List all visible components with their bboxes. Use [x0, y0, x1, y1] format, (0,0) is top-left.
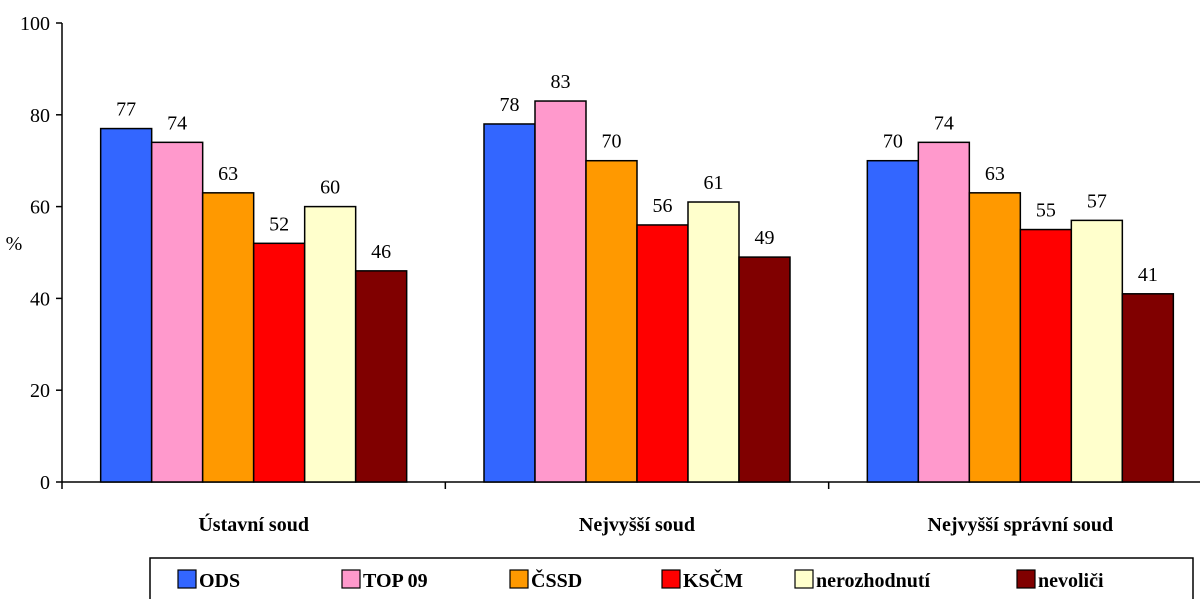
y-tick-label: 20 [30, 380, 50, 402]
y-tick-label: 100 [20, 13, 50, 35]
bar [738, 256, 791, 483]
data-label: 61 [704, 172, 724, 194]
bar [636, 224, 689, 483]
legend: ODS TOP 09 ČSSD KSČM nerozhodnutí nevoliči [149, 557, 1194, 599]
bars [99, 100, 1175, 483]
data-label: 63 [985, 163, 1005, 185]
axes: 0 20 40 60 80 100 Ústavní soud Nejvyšší soud Nej… [20, 13, 1200, 536]
bar [585, 159, 638, 483]
data-label: 52 [269, 213, 289, 235]
y-tick-label: 0 [40, 472, 50, 494]
legend-swatch [794, 569, 814, 589]
data-label: 74 [934, 112, 954, 134]
bar [866, 159, 920, 483]
bar [252, 242, 306, 483]
data-label: 57 [1087, 190, 1107, 212]
bar [201, 192, 255, 483]
legend-swatch [661, 569, 681, 589]
bar [687, 201, 740, 483]
data-label: 70 [602, 131, 622, 153]
bar [1121, 293, 1175, 483]
data-label: 63 [218, 163, 238, 185]
bar [99, 127, 153, 483]
legend-swatch [177, 569, 197, 589]
category-label: Nejvyšší soud [579, 514, 695, 536]
data-label: 60 [320, 177, 340, 199]
bar [150, 141, 204, 483]
y-tick-label: 80 [30, 105, 50, 127]
legend-swatch [1016, 569, 1036, 589]
data-label: 55 [1036, 200, 1056, 222]
legend-label: nerozhodnutí [816, 570, 931, 592]
y-tick-label: 40 [30, 288, 50, 310]
legend-label: nevoliči [1038, 570, 1104, 592]
y-axis-label: % [6, 233, 23, 255]
bar [1070, 219, 1124, 483]
bar [483, 123, 536, 483]
data-label: 78 [500, 94, 520, 116]
bar [917, 141, 971, 483]
legend-label: ČSSD [531, 568, 582, 592]
data-label: 83 [551, 71, 571, 93]
value-labels: 77 74 63 52 60 46 78 83 70 56 61 49 70 74 63 55 57 41 [116, 71, 1158, 286]
bar [968, 192, 1022, 483]
data-label: 77 [116, 99, 136, 121]
bar [354, 270, 408, 483]
legend-label: TOP 09 [363, 570, 428, 592]
data-label: 56 [653, 195, 673, 217]
data-label: 70 [883, 131, 903, 153]
data-label: 41 [1138, 264, 1158, 286]
legend-swatch [341, 569, 361, 589]
category-label: Nejvyšší správní soud [928, 514, 1114, 536]
y-tick-label: 60 [30, 197, 50, 219]
data-label: 74 [167, 112, 187, 134]
bar [303, 205, 357, 483]
data-label: 49 [755, 227, 775, 249]
legend-label: KSČM [683, 568, 743, 592]
bar [534, 100, 587, 483]
data-label: 46 [371, 241, 391, 263]
legend-swatch [509, 569, 529, 589]
bar [1019, 228, 1073, 483]
category-label: Ústavní soud [198, 512, 309, 536]
legend-label: ODS [199, 570, 240, 592]
